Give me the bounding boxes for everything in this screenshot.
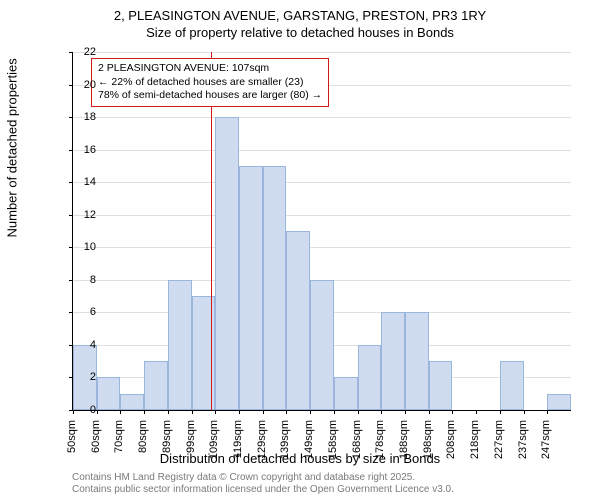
histogram-bar [97,377,121,410]
histogram-bar [192,296,216,410]
histogram-bar [381,312,405,410]
gridline [73,215,571,216]
y-tick-label: 22 [72,46,96,58]
histogram-bar [500,361,524,410]
y-tick-label: 4 [72,339,96,351]
y-tick-label: 8 [72,274,96,286]
annotation-line-1: 2 PLEASINGTON AVENUE: 107sqm [98,62,269,74]
footer-attribution: Contains HM Land Registry data © Crown c… [72,472,454,496]
x-tick-mark [429,410,430,414]
x-tick-label: 247sqm [540,420,552,466]
x-tick-mark [381,410,382,414]
x-tick-mark [286,410,287,414]
x-tick-mark [215,410,216,414]
x-tick-label: 70sqm [113,420,125,466]
x-tick-label: 139sqm [279,420,291,466]
y-tick-label: 12 [72,209,96,221]
gridline [73,52,571,53]
x-tick-mark [310,410,311,414]
histogram-bar [263,166,287,410]
x-tick-label: 158sqm [327,420,339,466]
x-tick-mark [144,410,145,414]
title-line-2: Size of property relative to detached ho… [146,25,454,40]
histogram-bar [547,394,571,410]
x-tick-mark [358,410,359,414]
y-tick-label: 14 [72,176,96,188]
gridline [73,150,571,151]
x-tick-label: 89sqm [161,420,173,466]
x-tick-label: 168sqm [351,420,363,466]
x-tick-label: 178sqm [374,420,386,466]
histogram-bar [429,361,453,410]
x-tick-label: 129sqm [256,420,268,466]
x-tick-mark [524,410,525,414]
y-tick-label: 18 [72,111,96,123]
x-tick-mark [405,410,406,414]
x-tick-label: 188sqm [398,420,410,466]
x-tick-mark [168,410,169,414]
x-tick-label: 109sqm [208,420,220,466]
chart-container: 2, PLEASINGTON AVENUE, GARSTANG, PRESTON… [0,0,600,500]
footer-line-1: Contains HM Land Registry data © Crown c… [72,472,415,483]
x-tick-mark [239,410,240,414]
x-tick-label: 50sqm [66,420,78,466]
y-tick-label: 0 [72,404,96,416]
y-tick-label: 10 [72,241,96,253]
footer-line-2: Contains public sector information licen… [72,484,454,495]
annotation-line-2: ← 22% of detached houses are smaller (23… [98,76,303,88]
x-tick-label: 198sqm [422,420,434,466]
x-tick-label: 208sqm [445,420,457,466]
x-tick-label: 227sqm [493,420,505,466]
x-tick-mark [192,410,193,414]
gridline [73,117,571,118]
title-line-1: 2, PLEASINGTON AVENUE, GARSTANG, PRESTON… [114,8,486,23]
x-tick-label: 99sqm [185,420,197,466]
x-tick-mark [97,410,98,414]
histogram-bar [239,166,263,410]
x-tick-label: 119sqm [232,420,244,466]
x-tick-label: 60sqm [90,420,102,466]
histogram-bar [120,394,144,410]
x-tick-label: 218sqm [469,420,481,466]
gridline [73,247,571,248]
x-tick-label: 80sqm [137,420,149,466]
x-tick-mark [120,410,121,414]
y-axis-label: Number of detached properties [5,58,20,237]
histogram-bar [310,280,334,410]
x-tick-mark [547,410,548,414]
y-tick-label: 20 [72,79,96,91]
x-tick-mark [500,410,501,414]
x-tick-mark [334,410,335,414]
gridline [73,182,571,183]
annotation-line-3: 78% of semi-detached houses are larger (… [98,89,322,101]
histogram-bar [144,361,168,410]
annotation-callout: 2 PLEASINGTON AVENUE: 107sqm ← 22% of de… [91,58,329,107]
x-tick-mark [476,410,477,414]
y-tick-label: 16 [72,144,96,156]
x-tick-label: 237sqm [517,420,529,466]
histogram-bar [286,231,310,410]
histogram-bar [405,312,429,410]
x-tick-mark [263,410,264,414]
histogram-bar [334,377,358,410]
histogram-bar [358,345,382,410]
x-tick-mark [452,410,453,414]
plot-area: 2 PLEASINGTON AVENUE: 107sqm ← 22% of de… [72,52,571,411]
histogram-bar [168,280,192,410]
y-tick-label: 6 [72,306,96,318]
chart-title: 2, PLEASINGTON AVENUE, GARSTANG, PRESTON… [0,0,600,42]
x-tick-label: 149sqm [303,420,315,466]
y-tick-label: 2 [72,371,96,383]
histogram-bar [215,117,239,410]
